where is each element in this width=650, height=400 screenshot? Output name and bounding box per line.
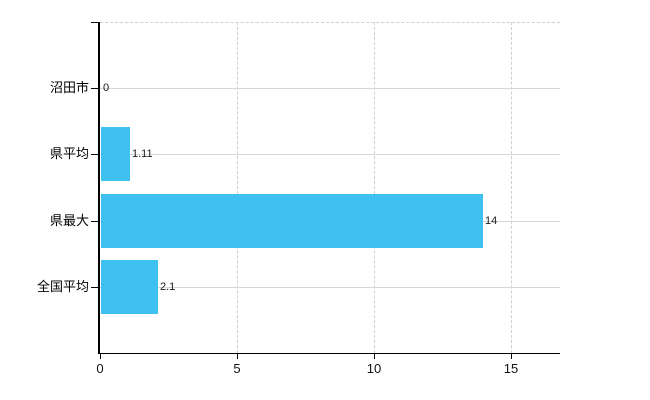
category-label: 全国平均 [36,279,89,294]
y-axis-tick [91,287,98,288]
x-tick-label: 10 [366,361,382,376]
y-axis-tick [91,88,98,89]
bar [101,260,158,314]
horizontal-gridline [100,287,560,288]
x-tick-label: 0 [96,361,104,376]
y-axis-top-tick [91,22,98,23]
y-axis-tick [91,221,98,222]
vertical-gridline [237,22,238,353]
x-axis-line [98,353,560,354]
category-label: 県最大 [49,213,89,228]
x-tick-label: 15 [503,361,519,376]
x-axis-tick [237,353,238,359]
horizontal-gridline [100,154,560,155]
bar [101,194,483,248]
vertical-gridline [374,22,375,353]
horizontal-gridline [100,88,560,89]
category-label: 沼田市 [49,80,89,95]
x-tick-label: 5 [233,361,241,376]
plot-top-border [100,22,560,23]
x-axis-tick [374,353,375,359]
bar [101,127,130,181]
value-label: 14 [485,215,498,227]
x-axis-tick [511,353,512,359]
value-label: 0 [103,82,110,94]
x-axis-tick [100,353,101,359]
value-label: 1.11 [132,148,153,160]
value-label: 2.1 [160,281,176,293]
y-axis-line [98,22,100,353]
vertical-gridline [511,22,512,353]
category-label: 県平均 [49,146,89,161]
y-axis-tick [91,154,98,155]
